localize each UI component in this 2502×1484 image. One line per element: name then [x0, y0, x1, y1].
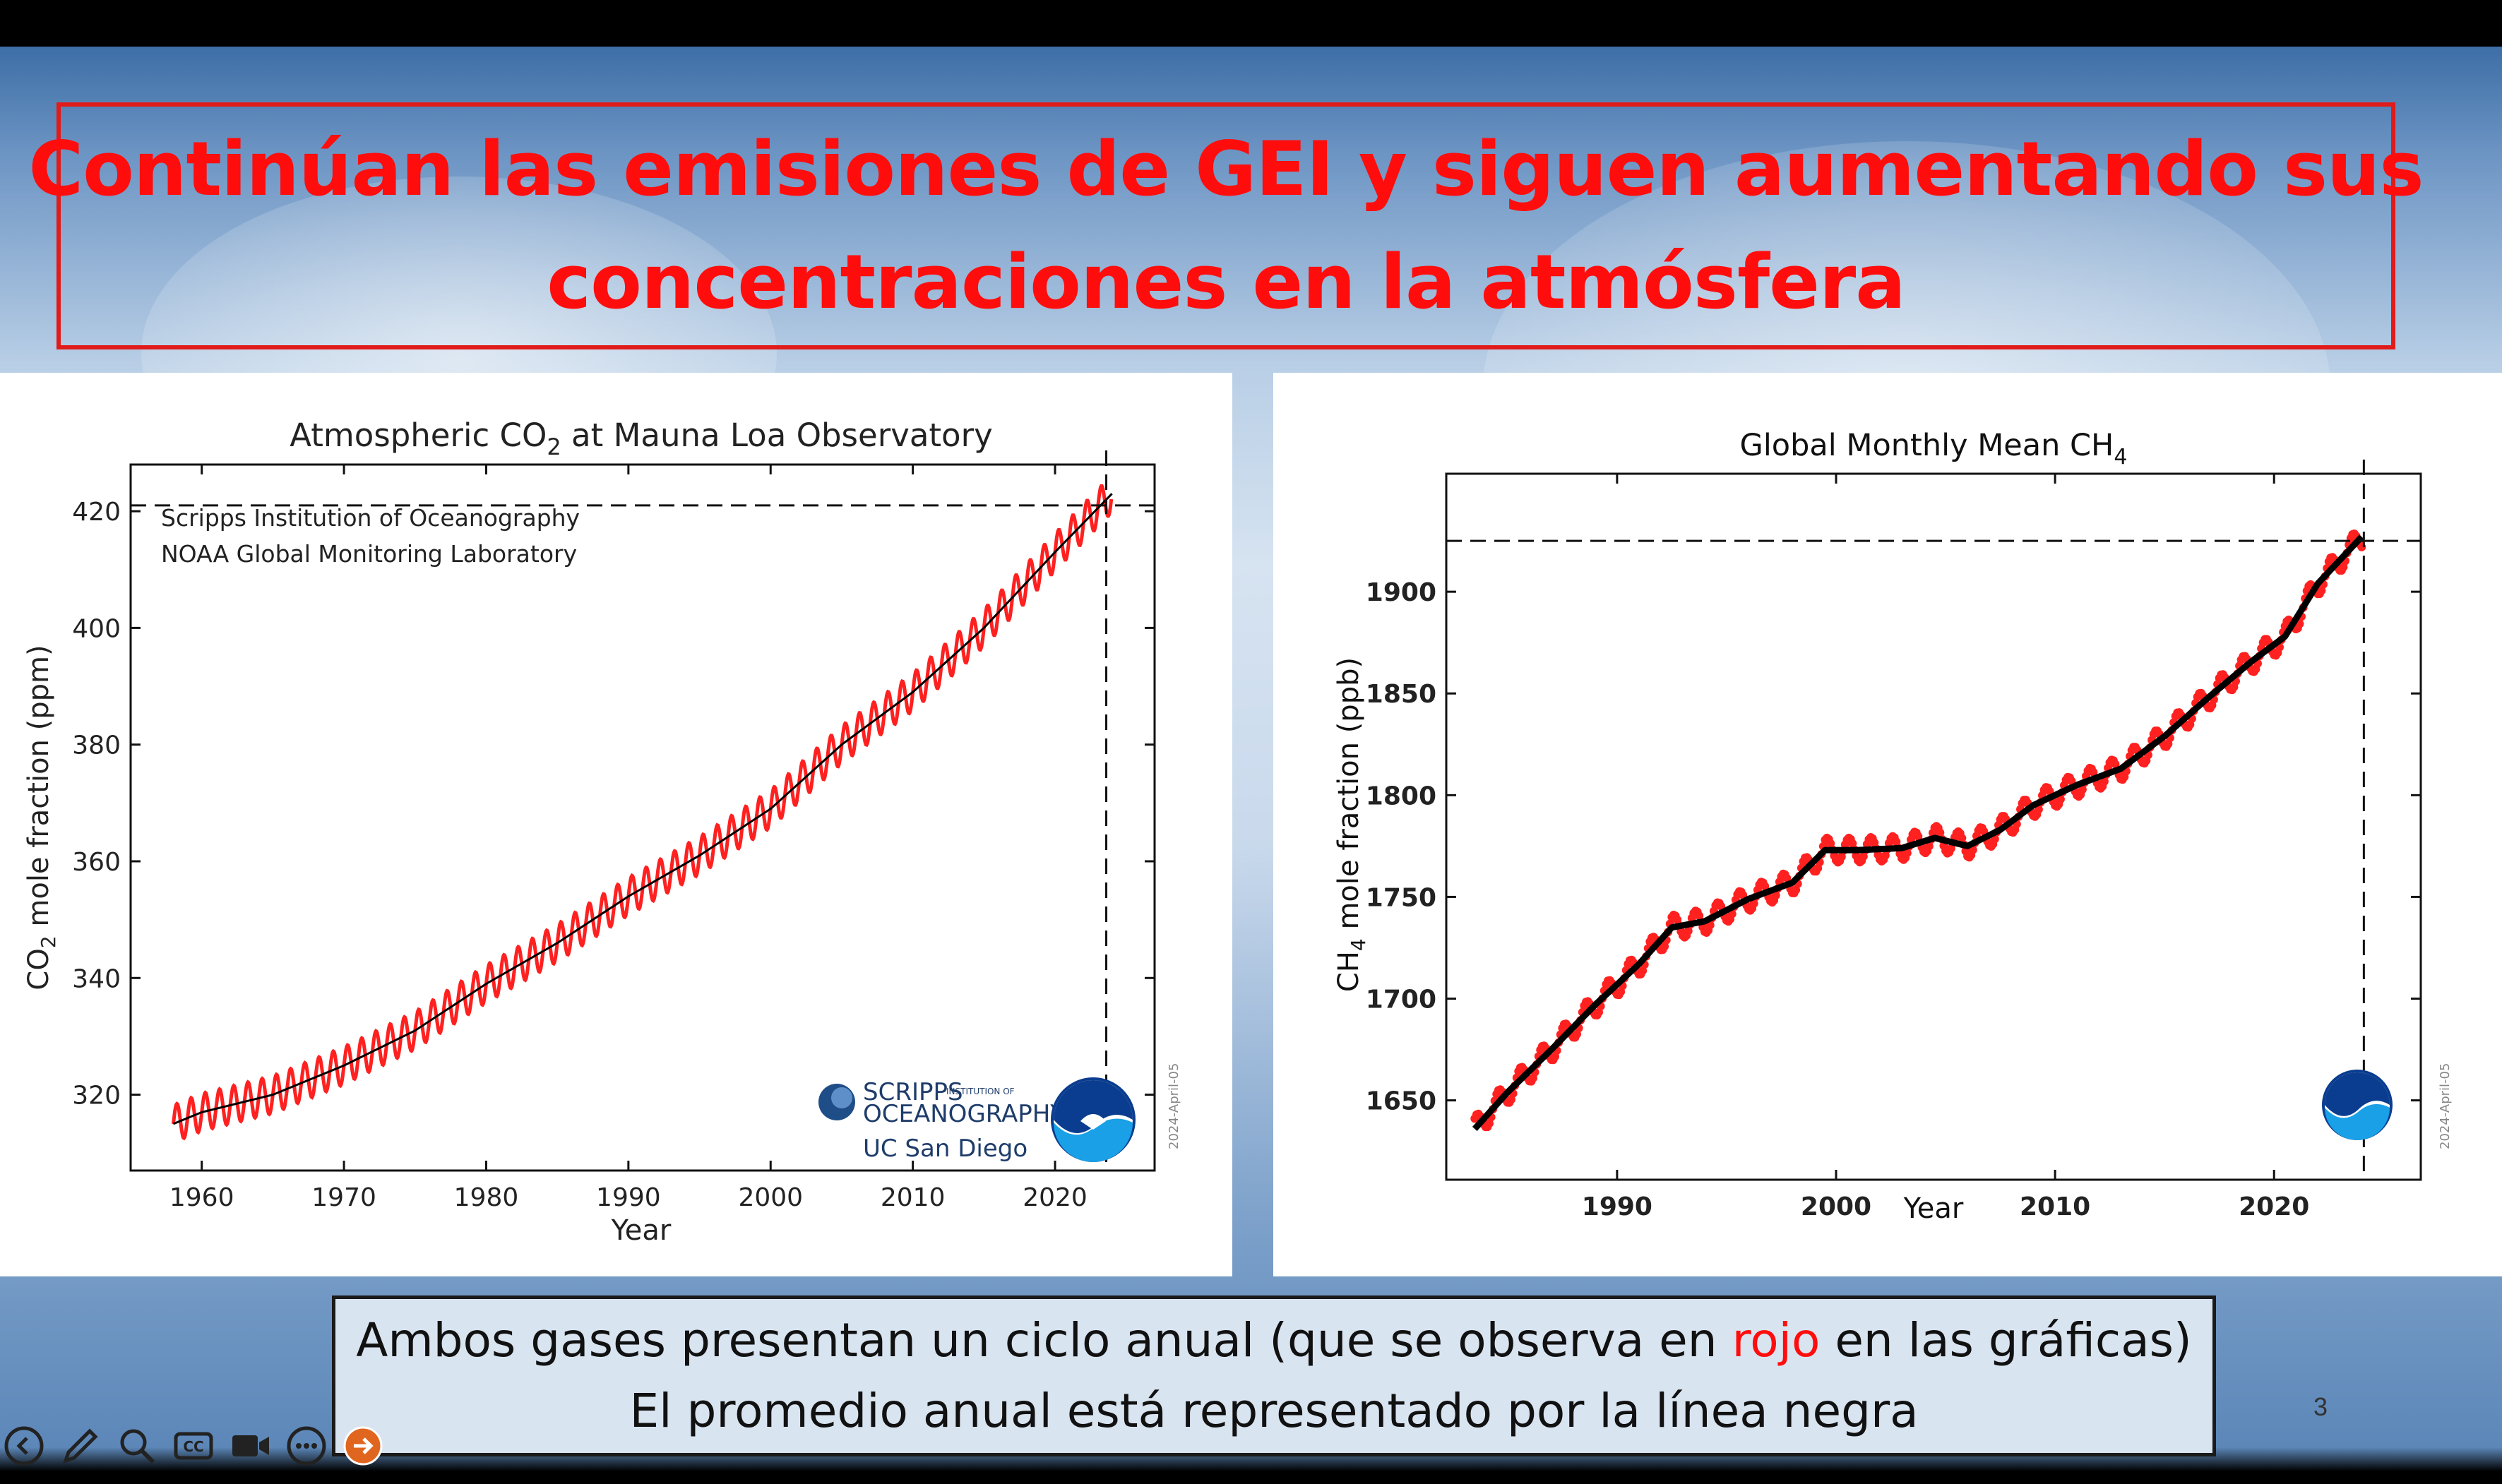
ch4-chart: Global Monthly Mean CH4 1990 2000 2010 2020… — [1333, 428, 2453, 1225]
co2-monthly-line — [171, 484, 1114, 1141]
ch4-monthly-point — [2099, 777, 2109, 786]
co2-y-tick-label: 400 — [72, 614, 121, 643]
ch4-x-tick-label: 1990 — [1582, 1192, 1652, 1221]
svg-text:OCEANOGRAPHY: OCEANOGRAPHY — [863, 1100, 1065, 1128]
camera-icon[interactable] — [226, 1422, 274, 1470]
ch4-y-axis-label: CH4 mole fraction (ppb) — [1333, 657, 1370, 992]
co2-x-tick-label: 1990 — [596, 1183, 661, 1212]
ch4-monthly-point — [1902, 849, 1912, 858]
ch4-monthly-point — [1936, 828, 1945, 837]
co2-reference-lines — [131, 450, 1155, 1171]
ch4-date-stamp: 2024-April-05 — [2438, 1063, 2453, 1149]
ch4-monthly-point — [1958, 834, 1967, 843]
ch4-x-axis-label: Year — [1903, 1192, 1964, 1225]
co2-annotation-noaa: NOAA Global Monitoring Laboratory — [161, 540, 577, 568]
svg-text:INSTITUTION OF: INSTITUTION OF — [946, 1087, 1015, 1096]
ch4-annual-mean-line — [1472, 534, 2364, 1132]
ch4-x-tick-label: 2010 — [2020, 1192, 2090, 1221]
cc-label: CC — [183, 1438, 203, 1455]
pen-icon[interactable] — [56, 1422, 105, 1470]
zoom-icon[interactable] — [113, 1422, 161, 1470]
caption-text: en las gráficas) — [1820, 1313, 2192, 1368]
scripps-logo: SCRIPPS INSTITUTION OF OCEANOGRAPHY UC S… — [818, 1078, 1065, 1163]
co2-plot-frame — [129, 463, 1156, 1172]
co2-date-stamp: 2024-April-05 — [1167, 1063, 1181, 1149]
co2-y-tick-label: 380 — [72, 731, 121, 760]
ch4-reference-lines — [1446, 460, 2421, 1180]
co2-x-axis-label: Year — [611, 1214, 672, 1247]
slide-title-line-1: Continúan las emisiones de GEI y siguen … — [28, 126, 2424, 213]
caption-line-2: El promedio anual está representado por … — [629, 1384, 1919, 1438]
co2-annotation-scripps: Scripps Institution of Oceanography — [161, 504, 580, 532]
slide-title-line-2: concentraciones en la atmósfera — [547, 239, 1906, 325]
co2-x-tick-label: 1980 — [454, 1183, 519, 1212]
co2-y-tick-label: 340 — [72, 964, 121, 993]
ch4-y-tick-label: 1800 — [1366, 782, 1436, 810]
caption-red-word: rojo — [1732, 1313, 1821, 1368]
ch4-series — [1470, 529, 2366, 1132]
co2-chart-panel: Atmospheric CO2 at Mauna Loa Observatory… — [0, 373, 1232, 1276]
co2-x-tick-label: 2010 — [881, 1183, 946, 1212]
co2-x-tick-label: 2000 — [738, 1183, 803, 1212]
more-options-icon[interactable] — [282, 1422, 330, 1470]
ch4-y-tick-label: 1900 — [1366, 578, 1436, 607]
co2-x-tick-label: 2020 — [1023, 1183, 1088, 1212]
co2-axes: 1960 1970 1980 1990 2000 2010 2020 320 340 360 380… — [72, 465, 1155, 1212]
co2-y-tick-label: 320 — [72, 1082, 121, 1111]
ch4-monthly-point — [2056, 795, 2065, 804]
co2-y-tick-label: 420 — [72, 498, 121, 527]
back-arrow-icon[interactable] — [0, 1422, 48, 1470]
noaa-logo — [2322, 1070, 2393, 1140]
ch4-x-tick-label: 2000 — [1801, 1192, 1871, 1221]
ch4-x-tick-label: 2020 — [2239, 1192, 2309, 1221]
page-number: 3 — [2313, 1392, 2328, 1421]
co2-series — [171, 484, 1114, 1141]
ch4-chart-panel: Global Monthly Mean CH4 1990 2000 2010 2020… — [1273, 373, 2502, 1276]
caption-text: Ambos gases presentan un ciclo anual (qu… — [356, 1313, 1732, 1368]
caption-box: Ambos gases presentan un ciclo anual (qu… — [332, 1295, 2216, 1456]
co2-x-tick-label: 1970 — [311, 1183, 376, 1212]
slide-title-box: Continúan las emisiones de GEI y siguen … — [28, 102, 2424, 349]
svg-text:UC San Diego: UC San Diego — [863, 1135, 1027, 1163]
next-arrow-icon[interactable] — [339, 1422, 387, 1470]
ch4-monthly-point — [1684, 926, 1693, 935]
noaa-logo — [1051, 1077, 1136, 1162]
co2-y-tick-label: 360 — [72, 848, 121, 877]
ch4-y-tick-label: 1700 — [1366, 986, 1436, 1015]
ch4-monthly-point — [2078, 785, 2087, 794]
co2-annual-mean-line — [172, 493, 1113, 1125]
ch4-axes: 1990 2000 2010 2020 1650 1700 1750 1800 1850 1900 — [1366, 474, 2421, 1221]
ch4-monthly-point — [2034, 805, 2043, 814]
ch4-y-tick-label: 1750 — [1366, 883, 1436, 912]
ch4-monthly-point — [1924, 842, 1934, 851]
ch4-y-tick-label: 1850 — [1366, 680, 1436, 709]
co2-y-axis-label: CO2 mole fraction (ppm) — [23, 645, 60, 990]
closed-captions-icon[interactable]: CC — [169, 1422, 218, 1470]
ch4-monthly-point — [1771, 891, 1780, 900]
svg-text:SCRIPPS: SCRIPPS — [863, 1078, 963, 1106]
co2-chart-title: Atmospheric CO2 at Mauna Loa Observatory — [290, 417, 992, 460]
co2-chart: Atmospheric CO2 at Mauna Loa Observatory… — [23, 417, 1181, 1247]
ch4-monthly-point — [1749, 899, 1758, 908]
ch4-chart-title: Global Monthly Mean CH4 — [1740, 428, 2128, 469]
caption-line-1: Ambos gases presentan un ciclo anual (qu… — [356, 1305, 2192, 1376]
ch4-y-tick-label: 1650 — [1366, 1087, 1436, 1116]
co2-x-tick-label: 1960 — [169, 1183, 234, 1212]
presentation-toolbar: CC — [0, 1420, 387, 1471]
ch4-plot-frame — [1445, 472, 2422, 1181]
